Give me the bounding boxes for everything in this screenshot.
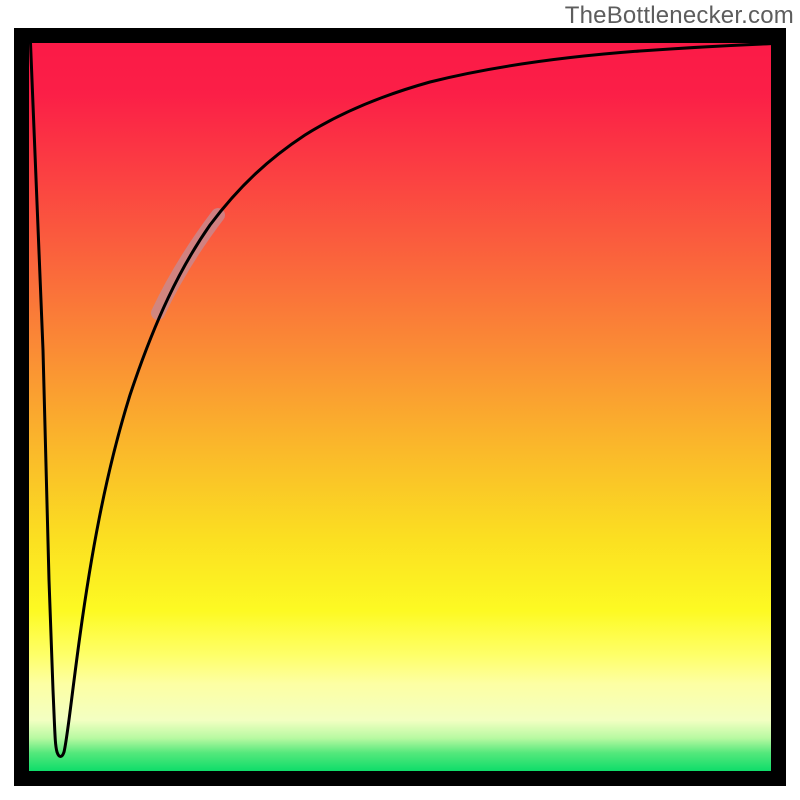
chart-container: TheBottlenecker.com xyxy=(0,0,800,800)
gradient-background xyxy=(29,43,771,771)
bottleneck-chart xyxy=(0,0,800,800)
watermark-text: TheBottlenecker.com xyxy=(565,2,794,30)
